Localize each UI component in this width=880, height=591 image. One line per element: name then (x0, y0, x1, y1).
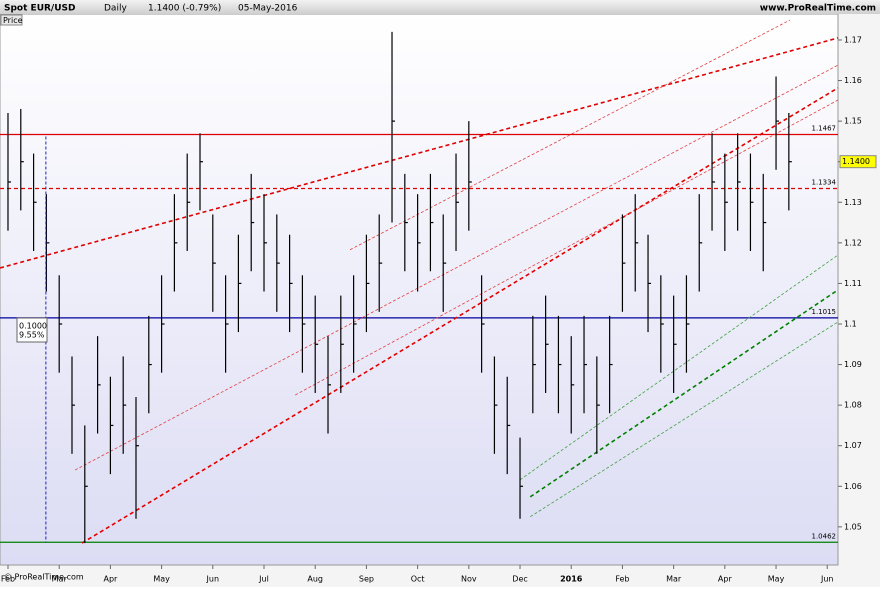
x-tick-label: Apr (718, 575, 733, 584)
price-tag (0, 14, 23, 26)
x-tick-label: Dec (512, 575, 527, 584)
trendline (295, 99, 839, 396)
x-tick-label: Jul (258, 575, 269, 584)
trendline (349, 19, 791, 251)
last-price-box (839, 155, 877, 169)
level-label: 1.1015 (812, 308, 837, 316)
x-tick-label: Feb (615, 575, 629, 584)
y-tick-label: 1.13 (844, 198, 862, 207)
plot-area (0, 13, 839, 566)
level-label: 1.1467 (812, 125, 837, 133)
change: 1.1400 (-0.79%) (148, 4, 221, 14)
y-tick-label: 1.1 (844, 319, 857, 328)
x-tick-label: Mar (666, 575, 682, 584)
trendline (529, 289, 839, 498)
level-label: 1.1334 (812, 178, 837, 186)
y-tick-label: 1.05 (844, 522, 862, 531)
x-tick-label: Oct (411, 575, 425, 584)
y-tick-label: 1.16 (844, 76, 862, 85)
x-tick-label: Nov (461, 575, 477, 584)
level-label: 1.0462 (812, 532, 837, 540)
y-tick-label: 1.06 (844, 482, 862, 491)
y-tick-label: 1.08 (844, 401, 862, 410)
x-tick-label: May (153, 575, 170, 584)
title: Spot EUR/USD (4, 4, 75, 14)
x-tick-label: Mar (52, 575, 68, 584)
y-tick-label: 1.11 (844, 279, 862, 288)
trendline (0, 37, 839, 269)
date: 05-May-2016 (238, 4, 298, 14)
x-tick-label: Sep (359, 575, 374, 584)
x-tick-label: Aug (307, 575, 323, 584)
x-tick-label: Jun (206, 575, 220, 584)
y-tick-label: 1.15 (844, 117, 862, 126)
y-tick-label: 1.07 (844, 441, 862, 450)
x-tick-label: Feb (1, 575, 15, 584)
measure-box (16, 317, 48, 343)
y-tick-label: 1.09 (844, 360, 862, 369)
trendline (530, 321, 839, 518)
price-label: Price (3, 16, 23, 25)
footer: © ProRealTime.com (4, 573, 84, 582)
last-price-label: 1.1400 (842, 157, 870, 166)
source: www.ProRealTime.com (760, 4, 876, 14)
header-bar (0, 0, 880, 14)
x-tick-label: May (768, 575, 785, 584)
measure-value: 0.1000 (19, 322, 47, 331)
y-tick-label: 1.12 (844, 238, 862, 247)
trendline (74, 64, 839, 471)
measure-percent: 9.55% (19, 331, 45, 340)
period: Daily (104, 4, 127, 14)
x-tick-label: Apr (103, 575, 118, 584)
y-tick-label: 1.17 (844, 35, 862, 44)
x-tick-label: Jun (820, 575, 834, 584)
x-tick-label: 2016 (560, 575, 583, 584)
